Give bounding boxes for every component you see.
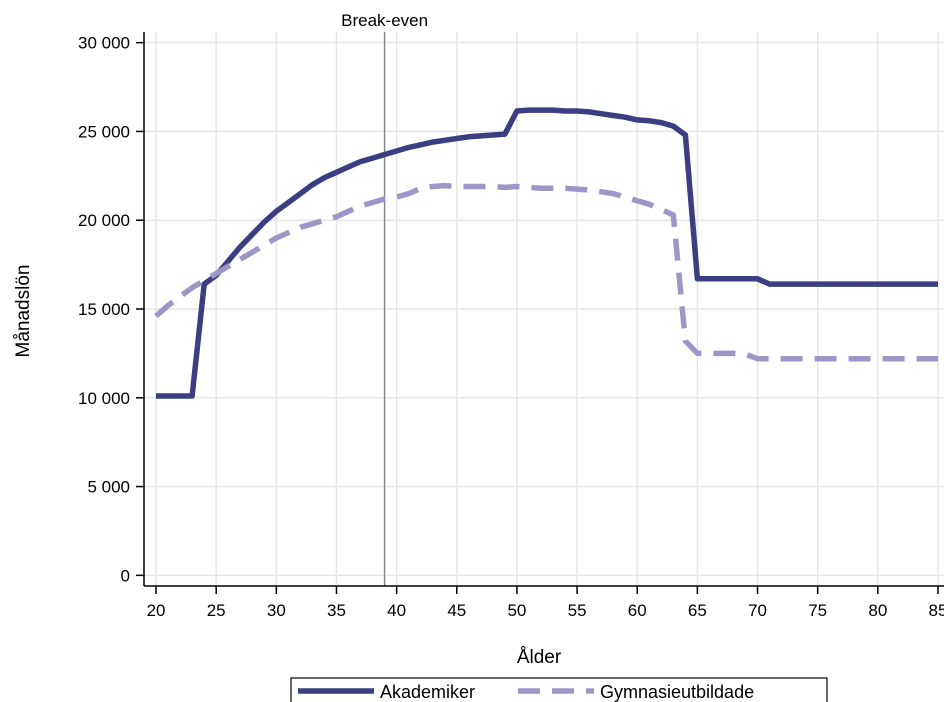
y-tick-label: 15 000 — [78, 300, 130, 319]
break-even-label: Break-even — [341, 11, 428, 30]
y-tick-label: 25 000 — [78, 122, 130, 141]
x-tick-label: 75 — [808, 601, 827, 620]
y-axis-title: Månadslön — [13, 265, 34, 358]
legend-label-gymnasieutbildade: Gymnasieutbildade — [600, 682, 754, 702]
grid — [144, 32, 944, 586]
x-tick-label: 65 — [688, 601, 707, 620]
series-line-gymnasieutbildade — [154, 182, 938, 362]
legend: Akademiker Gymnasieutbildade — [290, 677, 828, 702]
x-tick-label: 85 — [929, 601, 944, 620]
series-line-akademiker — [156, 107, 938, 399]
x-tick-label: 80 — [868, 601, 887, 620]
y-tick-label: 20 000 — [78, 211, 130, 230]
annotations: Break-even — [341, 11, 428, 586]
x-tick-label: 40 — [387, 601, 406, 620]
x-tick-label: 50 — [507, 601, 526, 620]
x-tick-label: 60 — [628, 601, 647, 620]
x-tick-label: 45 — [447, 601, 466, 620]
x-tick-label: 30 — [267, 601, 286, 620]
y-tick-label: 0 — [121, 566, 130, 585]
x-tick-label: 35 — [327, 601, 346, 620]
y-tick-label: 30 000 — [78, 34, 130, 53]
series-group — [154, 107, 938, 399]
x-tick-label: 20 — [147, 601, 166, 620]
y-tick-label: 10 000 — [78, 389, 130, 408]
y-tick-label: 5 000 — [87, 478, 130, 497]
x-tick-label: 70 — [748, 601, 767, 620]
x-axis-title: Ålder — [517, 647, 562, 668]
axes — [136, 32, 944, 594]
tick-labels: 20 25 30 35 40 45 50 55 60 65 70 75 80 85 0 5 000 10 000… — [78, 34, 944, 620]
x-tick-label: 25 — [207, 601, 226, 620]
legend-label-akademiker: Akademiker — [380, 682, 475, 702]
x-tick-label: 55 — [568, 601, 587, 620]
